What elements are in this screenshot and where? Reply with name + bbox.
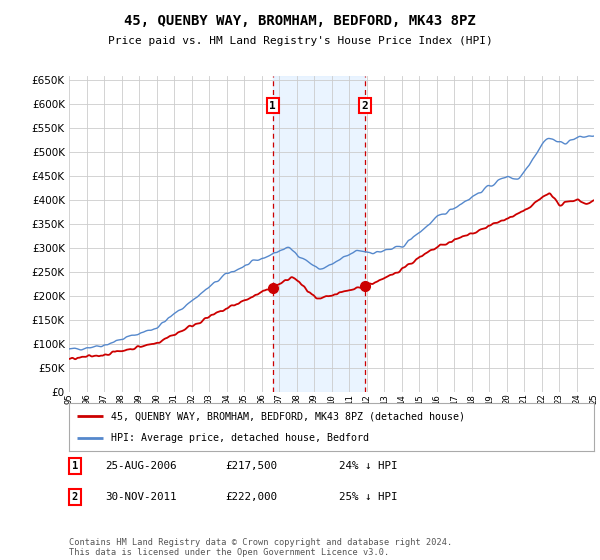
Text: 2: 2	[362, 101, 368, 111]
Text: 1: 1	[72, 461, 78, 471]
Text: Contains HM Land Registry data © Crown copyright and database right 2024.
This d: Contains HM Land Registry data © Crown c…	[69, 538, 452, 557]
Text: 45, QUENBY WAY, BROMHAM, BEDFORD, MK43 8PZ: 45, QUENBY WAY, BROMHAM, BEDFORD, MK43 8…	[124, 14, 476, 28]
Text: Price paid vs. HM Land Registry's House Price Index (HPI): Price paid vs. HM Land Registry's House …	[107, 36, 493, 46]
Bar	[273, 76, 365, 392]
Text: £222,000: £222,000	[225, 492, 277, 502]
Text: 25-AUG-2006: 25-AUG-2006	[105, 461, 176, 471]
Text: 30-NOV-2011: 30-NOV-2011	[105, 492, 176, 502]
Text: 2: 2	[72, 492, 78, 502]
Text: 45, QUENBY WAY, BROMHAM, BEDFORD, MK43 8PZ (detached house): 45, QUENBY WAY, BROMHAM, BEDFORD, MK43 8…	[111, 411, 465, 421]
Text: 24% ↓ HPI: 24% ↓ HPI	[339, 461, 397, 471]
Text: HPI: Average price, detached house, Bedford: HPI: Average price, detached house, Bedf…	[111, 433, 369, 443]
Text: 25% ↓ HPI: 25% ↓ HPI	[339, 492, 397, 502]
Text: 1: 1	[269, 101, 276, 111]
Text: £217,500: £217,500	[225, 461, 277, 471]
